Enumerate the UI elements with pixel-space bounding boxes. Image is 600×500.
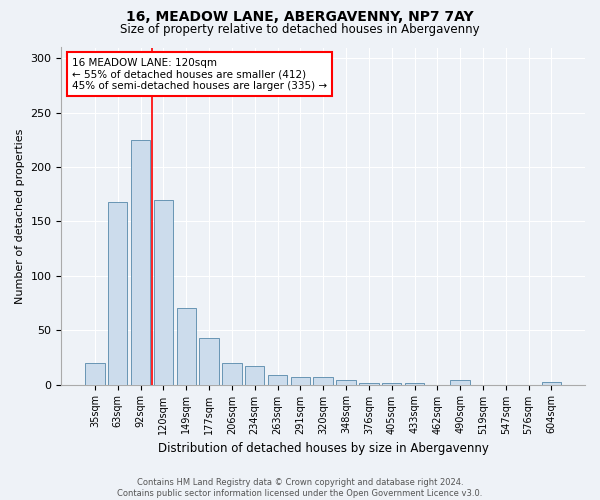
Bar xyxy=(199,338,219,384)
Bar xyxy=(290,377,310,384)
Bar xyxy=(154,200,173,384)
Bar xyxy=(176,308,196,384)
Text: 16 MEADOW LANE: 120sqm
← 55% of detached houses are smaller (412)
45% of semi-de: 16 MEADOW LANE: 120sqm ← 55% of detached… xyxy=(72,58,327,91)
Bar xyxy=(451,380,470,384)
Bar xyxy=(85,363,104,384)
Bar xyxy=(313,377,333,384)
Text: Size of property relative to detached houses in Abergavenny: Size of property relative to detached ho… xyxy=(120,22,480,36)
Bar xyxy=(222,363,242,384)
Bar xyxy=(245,366,265,384)
Bar xyxy=(108,202,127,384)
Bar xyxy=(337,380,356,384)
Y-axis label: Number of detached properties: Number of detached properties xyxy=(15,128,25,304)
Text: 16, MEADOW LANE, ABERGAVENNY, NP7 7AY: 16, MEADOW LANE, ABERGAVENNY, NP7 7AY xyxy=(126,10,474,24)
Bar xyxy=(268,375,287,384)
X-axis label: Distribution of detached houses by size in Abergavenny: Distribution of detached houses by size … xyxy=(158,442,488,455)
Text: Contains HM Land Registry data © Crown copyright and database right 2024.
Contai: Contains HM Land Registry data © Crown c… xyxy=(118,478,482,498)
Bar xyxy=(131,140,150,384)
Bar xyxy=(542,382,561,384)
